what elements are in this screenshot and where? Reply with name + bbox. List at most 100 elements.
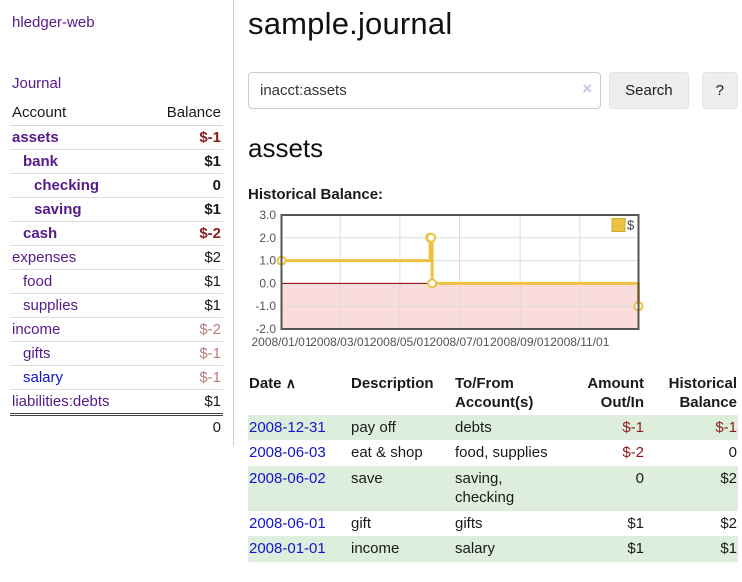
transaction-date-link[interactable]: 2008-01-01 bbox=[249, 540, 326, 557]
transaction-description: eat & shop bbox=[351, 444, 423, 461]
svg-text:-2.0: -2.0 bbox=[255, 322, 276, 336]
account-row: salary $-1 bbox=[10, 366, 223, 390]
search-box: × bbox=[248, 72, 602, 109]
account-balance: $1 bbox=[204, 297, 221, 314]
account-balance: $-1 bbox=[199, 369, 221, 386]
transaction-accounts: food, supplies bbox=[455, 444, 548, 461]
transaction-balance: $1 bbox=[720, 540, 737, 557]
register-header-accounts: To/From Account(s) bbox=[455, 375, 534, 411]
sidebar: hledger-web Journal Account Balance asse… bbox=[0, 0, 233, 439]
main-content: sample.journal × Search ? assets Histori… bbox=[248, 0, 738, 562]
account-row: cash $-2 bbox=[10, 222, 223, 246]
account-balance: $1 bbox=[204, 201, 221, 218]
svg-text:2008/09/01: 2008/09/01 bbox=[490, 335, 550, 349]
help-button[interactable]: ? bbox=[701, 72, 738, 109]
search-input[interactable] bbox=[248, 72, 602, 109]
register-header-date[interactable]: Date ∧ bbox=[248, 373, 345, 415]
account-link-liabilities-debts[interactable]: liabilities:debts bbox=[12, 393, 110, 410]
account-link-income[interactable]: income bbox=[12, 321, 61, 338]
transaction-balance: $2 bbox=[720, 469, 737, 487]
account-balance: $1 bbox=[204, 273, 221, 290]
transaction-date-link[interactable]: 2008-06-02 bbox=[249, 469, 326, 487]
account-link-gifts[interactable]: gifts bbox=[23, 345, 51, 362]
transaction-accounts: salary bbox=[455, 540, 496, 557]
account-balance: $-1 bbox=[199, 345, 221, 362]
account-balance: $2 bbox=[204, 249, 221, 266]
account-balance: 0 bbox=[212, 177, 221, 194]
register-header-amount: Amount Out/In bbox=[587, 375, 644, 411]
account-heading: assets bbox=[248, 133, 324, 163]
account-link-assets[interactable]: assets bbox=[12, 129, 59, 146]
account-balance: $-2 bbox=[199, 321, 221, 338]
transaction-date-link[interactable]: 2008-06-03 bbox=[249, 444, 326, 461]
transaction-amount: $-1 bbox=[622, 418, 644, 436]
accounts-total-value: 0 bbox=[145, 413, 223, 439]
account-row: gifts $-1 bbox=[10, 342, 223, 366]
account-row: liabilities:debts $1 bbox=[10, 390, 223, 415]
transaction-accounts: debts bbox=[455, 418, 492, 436]
register-header-balance: Historical Balance bbox=[668, 375, 737, 411]
register-header-row: Date ∧ Description To/From Account(s) Am… bbox=[248, 373, 738, 415]
transaction-description: income bbox=[351, 540, 400, 557]
register-table: Date ∧ Description To/From Account(s) Am… bbox=[248, 373, 738, 562]
transaction-date-link[interactable]: 2008-12-31 bbox=[249, 418, 326, 436]
transaction-description: save bbox=[351, 469, 383, 487]
brand-link[interactable]: hledger-web bbox=[12, 14, 95, 31]
account-row: bank $1 bbox=[10, 150, 223, 174]
transaction-accounts: gifts bbox=[455, 514, 483, 532]
account-link-cash[interactable]: cash bbox=[23, 225, 58, 242]
account-row: saving $1 bbox=[10, 198, 223, 222]
register-row: 2008-06-02 save saving, checking 0 $2 bbox=[248, 465, 738, 511]
svg-text:2008/11/01: 2008/11/01 bbox=[550, 335, 609, 349]
transaction-description: gift bbox=[351, 514, 372, 532]
svg-text:0.0: 0.0 bbox=[259, 276, 276, 290]
transaction-amount: 0 bbox=[635, 469, 644, 487]
svg-text:$: $ bbox=[627, 218, 635, 233]
transaction-amount: $1 bbox=[627, 514, 644, 532]
account-row: expenses $2 bbox=[10, 246, 223, 270]
transaction-description: pay off bbox=[351, 418, 396, 436]
account-balance: $1 bbox=[204, 393, 221, 410]
register-row: 2008-01-01 income salary $1 $1 bbox=[248, 536, 738, 562]
clear-search-icon[interactable]: × bbox=[582, 79, 593, 98]
svg-text:2.0: 2.0 bbox=[259, 231, 276, 245]
account-link-bank[interactable]: bank bbox=[23, 153, 59, 170]
account-link-checking[interactable]: checking bbox=[34, 177, 100, 194]
register-header-date-label: Date bbox=[249, 375, 282, 392]
transaction-accounts: saving, checking bbox=[455, 469, 515, 507]
accounts-table-body: assets $-1 bank $1 checking 0 saving $1 cash $-2 e… bbox=[10, 126, 223, 415]
search-button[interactable]: Search bbox=[609, 72, 689, 109]
account-row: income $-2 bbox=[10, 318, 223, 342]
svg-text:3.0: 3.0 bbox=[259, 209, 276, 222]
account-link-salary[interactable]: salary bbox=[23, 369, 64, 386]
transaction-date-link[interactable]: 2008-06-01 bbox=[249, 514, 326, 532]
chart-title: Historical Balance: bbox=[248, 186, 384, 203]
account-link-saving[interactable]: saving bbox=[34, 201, 82, 218]
transaction-amount: $-2 bbox=[622, 444, 644, 461]
page-title: sample.journal bbox=[248, 6, 453, 41]
sidebar-item-journal[interactable]: Journal bbox=[12, 75, 62, 92]
account-link-expenses[interactable]: expenses bbox=[12, 249, 77, 266]
svg-text:1.0: 1.0 bbox=[259, 254, 276, 268]
register-header-description: Description bbox=[351, 375, 434, 392]
account-balance: $-2 bbox=[199, 225, 221, 242]
account-row: supplies $1 bbox=[10, 294, 223, 318]
accounts-table: Account Balance assets $-1 bank $1 checking 0… bbox=[10, 100, 223, 439]
accounts-total-row: 0 bbox=[10, 413, 223, 439]
register-row: 2008-06-03 eat & shop food, supplies $-2 0 bbox=[248, 440, 738, 466]
register-row: 2008-06-01 gift gifts $1 $2 bbox=[248, 511, 738, 537]
svg-text:2008/07/01: 2008/07/01 bbox=[429, 335, 489, 349]
register-table-body: 2008-12-31 pay off debts $-1 $-1 2008-06-03 ea… bbox=[248, 414, 738, 562]
transaction-balance: $2 bbox=[720, 514, 737, 532]
svg-text:2008/03/01: 2008/03/01 bbox=[310, 335, 370, 349]
account-link-food[interactable]: food bbox=[23, 273, 53, 290]
transaction-amount: $1 bbox=[627, 540, 644, 557]
transaction-balance: 0 bbox=[728, 444, 737, 461]
account-row: assets $-1 bbox=[10, 126, 223, 150]
transaction-balance: $-1 bbox=[715, 418, 737, 436]
account-link-supplies[interactable]: supplies bbox=[23, 297, 79, 314]
register-row: 2008-12-31 pay off debts $-1 $-1 bbox=[248, 414, 738, 440]
accounts-header-balance: Balance bbox=[145, 100, 223, 126]
accounts-header-row: Account Balance bbox=[10, 100, 223, 126]
